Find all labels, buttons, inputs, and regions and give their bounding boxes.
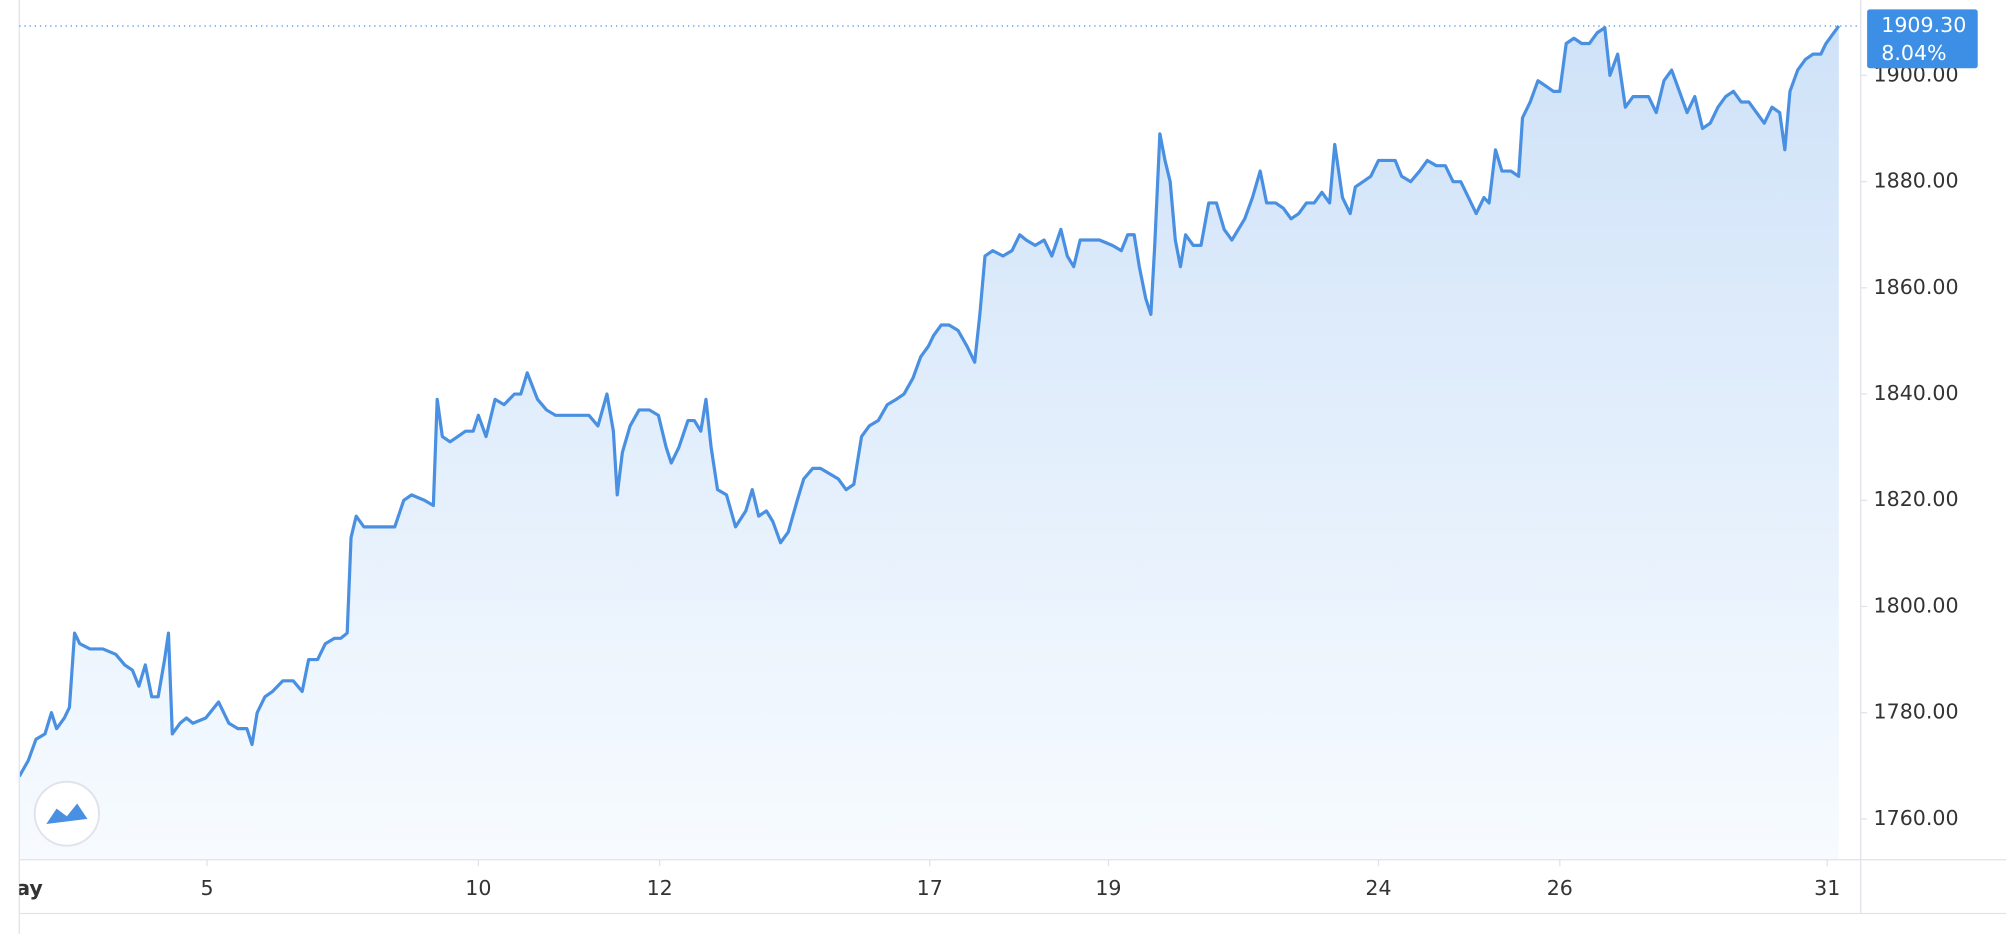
x-tick-label: 10 <box>465 876 491 900</box>
y-tick-label: 1900.00 <box>1874 62 1959 86</box>
change-label: 8.04% <box>1881 41 1946 65</box>
time-axis: May 5 10 12 17 19 24 26 31 <box>0 859 1840 900</box>
logo[interactable] <box>33 780 100 847</box>
price-axis: 1760.00 1780.00 1800.00 1820.00 1840.00 1860.… <box>1860 62 1959 830</box>
y-tick-label: 1840.00 <box>1874 381 1959 405</box>
logo-circle[interactable] <box>33 780 100 847</box>
y-tick-label: 1860.00 <box>1874 275 1959 299</box>
x-tick-label: 5 <box>200 876 213 900</box>
area-fill <box>19 25 1839 860</box>
y-tick-label: 1780.00 <box>1874 700 1959 724</box>
x-tick-label: 24 <box>1365 876 1391 900</box>
price-line <box>19 25 1841 778</box>
y-tick-label: 1760.00 <box>1874 806 1959 830</box>
last-price-label: 1909.30 <box>1881 13 1966 37</box>
x-tick-label: 12 <box>647 876 673 900</box>
y-tick-label: 1880.00 <box>1874 169 1959 193</box>
plot-area <box>19 25 1841 860</box>
x-tick-label: 31 <box>1814 876 1840 900</box>
x-tick-label: 19 <box>1095 876 1121 900</box>
last-price-box <box>1867 9 1978 69</box>
x-tick-label: 26 <box>1547 876 1573 900</box>
y-tick-label: 1800.00 <box>1874 594 1959 618</box>
x-tick-label: 17 <box>917 876 943 900</box>
x-tick-label: May <box>0 876 43 900</box>
y-tick-label: 1820.00 <box>1874 487 1959 511</box>
logo-icon[interactable] <box>46 803 88 824</box>
